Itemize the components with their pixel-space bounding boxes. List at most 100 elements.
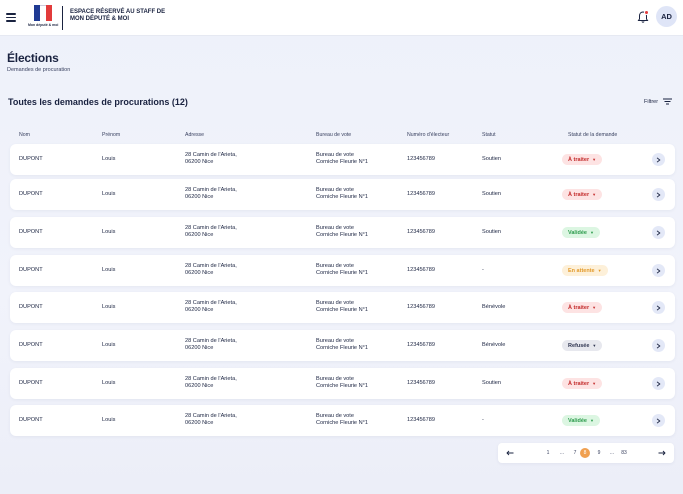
cell-numero: 123456789: [407, 191, 435, 197]
chevron-right-icon[interactable]: [652, 226, 665, 239]
status-badge-label: À traiter: [568, 156, 590, 163]
status-badge-label: À traiter: [568, 191, 590, 198]
status-badge[interactable]: Validée ▼: [562, 415, 600, 426]
status-badge-label: En attente: [568, 267, 595, 274]
app-logo: Mon député & moi: [28, 4, 58, 31]
cell-statut: Soutien: [482, 156, 501, 162]
cell-nom: DUPONT: [19, 229, 43, 235]
cell-adresse-line2: 06200 Nice: [185, 307, 214, 313]
cell-statut: Soutien: [482, 191, 501, 197]
page-title: Élections: [7, 51, 59, 65]
chevron-down-icon: ▼: [592, 157, 597, 162]
cell-bureau: Bureau de vote Corniche Fleurie N°1: [316, 300, 368, 314]
status-badge[interactable]: À traiter ▼: [562, 378, 603, 389]
arrow-right-icon[interactable]: [656, 443, 668, 463]
brand-title: ESPACE RÉSERVÉ AU STAFF DE MON DÉPUTÉ & …: [70, 9, 170, 23]
cell-adresse: 28 Camin de l'Arieta, 06200 Nice: [185, 300, 237, 314]
cell-bureau-line2: Corniche Fleurie N°1: [316, 270, 368, 276]
cell-prenom: Louis: [102, 304, 116, 310]
column-header-statut-demande: Statut de la demande: [568, 132, 618, 138]
notification-bell-icon[interactable]: [637, 10, 649, 24]
cell-prenom: Louis: [102, 417, 116, 423]
top-bar: Mon député & moi ESPACE RÉSERVÉ AU STAFF…: [0, 0, 683, 36]
cell-numero: 123456789: [407, 304, 435, 310]
chevron-right-icon[interactable]: [652, 153, 665, 166]
chevron-right-icon[interactable]: [652, 301, 665, 314]
status-badge-label: À traiter: [568, 304, 590, 311]
brand-line-2: MON DÉPUTÉ & MOI: [70, 16, 130, 22]
cell-numero: 123456789: [407, 156, 435, 162]
cell-bureau-line2: Corniche Fleurie N°1: [316, 232, 368, 238]
cell-prenom: Louis: [102, 342, 116, 348]
cell-bureau: Bureau de vote Corniche Fleurie N°1: [316, 225, 368, 239]
avatar[interactable]: AD: [656, 6, 677, 27]
table-row[interactable]: DUPONT Louis 28 Camin de l'Arieta, 06200…: [10, 368, 675, 399]
cell-statut: Bénévole: [482, 304, 506, 310]
cell-nom: DUPONT: [19, 380, 43, 386]
page-number[interactable]: 9: [597, 450, 601, 456]
cell-numero: 123456789: [407, 267, 435, 273]
cell-adresse-line1: 28 Camin de l'Arieta,: [185, 187, 237, 193]
cell-prenom: Louis: [102, 156, 116, 162]
cell-adresse-line2: 06200 Nice: [185, 345, 214, 351]
notification-dot: [644, 10, 649, 15]
status-badge[interactable]: À traiter ▼: [562, 154, 603, 165]
table-row[interactable]: DUPONT Louis 28 Camin de l'Arieta, 06200…: [10, 405, 675, 436]
cell-bureau-line2: Corniche Fleurie N°1: [316, 345, 368, 351]
filter-icon: [663, 98, 673, 105]
cell-adresse: 28 Camin de l'Arieta, 06200 Nice: [185, 187, 237, 201]
table-row[interactable]: DUPONT Louis 28 Camin de l'Arieta, 06200…: [10, 144, 675, 175]
pagination-ellipsis: ...: [559, 450, 565, 456]
arrow-left-icon[interactable]: [504, 443, 516, 463]
cell-bureau-line2: Corniche Fleurie N°1: [316, 420, 368, 426]
cell-bureau: Bureau de vote Corniche Fleurie N°1: [316, 338, 368, 352]
table-row[interactable]: DUPONT Louis 28 Camin de l'Arieta, 06200…: [10, 330, 675, 361]
column-header-nom: Nom: [19, 132, 30, 138]
status-badge-label: À traiter: [568, 380, 590, 387]
table-row[interactable]: DUPONT Louis 28 Camin de l'Arieta, 06200…: [10, 179, 675, 210]
cell-bureau-line1: Bureau de vote: [316, 413, 354, 419]
chevron-right-icon[interactable]: [652, 377, 665, 390]
chevron-right-icon[interactable]: [652, 339, 665, 352]
filter-button[interactable]: Filtrer: [644, 98, 673, 105]
status-badge-label: Validée: [568, 417, 587, 424]
table-row[interactable]: DUPONT Louis 28 Camin de l'Arieta, 06200…: [10, 217, 675, 248]
cell-bureau-line1: Bureau de vote: [316, 187, 354, 193]
chevron-right-icon[interactable]: [652, 188, 665, 201]
cell-bureau-line1: Bureau de vote: [316, 225, 354, 231]
cell-adresse: 28 Camin de l'Arieta, 06200 Nice: [185, 263, 237, 277]
cell-numero: 123456789: [407, 229, 435, 235]
cell-prenom: Louis: [102, 267, 116, 273]
status-badge[interactable]: À traiter ▼: [562, 302, 603, 313]
page-number[interactable]: 8: [580, 448, 590, 458]
status-badge[interactable]: Refusée ▼: [562, 340, 603, 351]
logo-text: Mon député & moi: [28, 23, 59, 27]
cell-prenom: Louis: [102, 191, 116, 197]
chevron-right-icon[interactable]: [652, 414, 665, 427]
cell-nom: DUPONT: [19, 417, 43, 423]
menu-icon[interactable]: [6, 13, 16, 22]
table-row[interactable]: DUPONT Louis 28 Camin de l'Arieta, 06200…: [10, 255, 675, 286]
page-number[interactable]: 83: [621, 450, 627, 456]
cell-statut: Bénévole: [482, 342, 506, 348]
cell-bureau: Bureau de vote Corniche Fleurie N°1: [316, 413, 368, 427]
cell-numero: 123456789: [407, 380, 435, 386]
status-badge[interactable]: À traiter ▼: [562, 189, 603, 200]
chevron-down-icon: ▼: [592, 381, 597, 386]
chevron-right-icon[interactable]: [652, 264, 665, 277]
chevron-down-icon: ▼: [592, 343, 597, 348]
cell-numero: 123456789: [407, 417, 435, 423]
status-badge[interactable]: En attente ▼: [562, 265, 608, 276]
cell-prenom: Louis: [102, 229, 116, 235]
column-header-bureau: Bureau de vote: [316, 132, 352, 138]
cell-nom: DUPONT: [19, 304, 43, 310]
chevron-down-icon: ▼: [592, 192, 597, 197]
cell-bureau-line1: Bureau de vote: [316, 300, 354, 306]
flag-icon: [34, 5, 52, 21]
table-row[interactable]: DUPONT Louis 28 Camin de l'Arieta, 06200…: [10, 292, 675, 323]
chevron-down-icon: ▼: [589, 230, 594, 235]
column-header-adresse: Adresse: [185, 132, 205, 138]
status-badge[interactable]: Validée ▼: [562, 227, 600, 238]
page-number[interactable]: 1: [546, 450, 550, 456]
page-number[interactable]: 7: [573, 450, 577, 456]
